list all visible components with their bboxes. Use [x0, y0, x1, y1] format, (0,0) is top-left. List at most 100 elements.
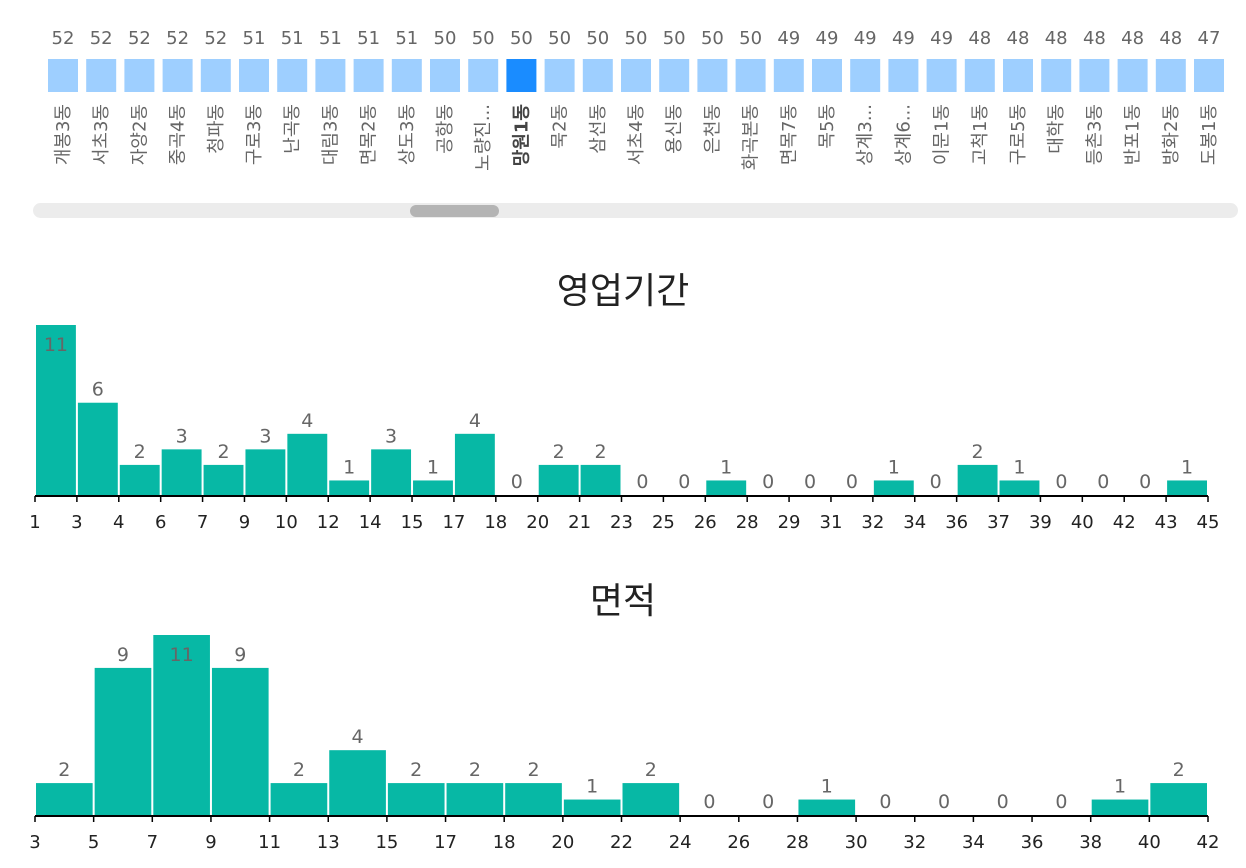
dong-name-label[interactable]: 개봉3동: [53, 104, 74, 165]
histogram-bar[interactable]: [329, 480, 370, 496]
histogram-bar[interactable]: [798, 799, 856, 816]
dong-bar[interactable]: [773, 59, 804, 92]
histogram-bar[interactable]: [454, 433, 495, 496]
dong-name-label[interactable]: 대림3동: [320, 104, 341, 165]
histogram-bar[interactable]: [329, 750, 386, 816]
dong-bar[interactable]: [544, 59, 575, 92]
bar-count-label: 0: [762, 791, 774, 813]
dong-value-label: 51: [243, 28, 266, 49]
horizontal-scrollbar[interactable]: [33, 203, 1238, 218]
dong-bar[interactable]: [812, 59, 842, 92]
dong-bar[interactable]: [239, 59, 269, 92]
histogram-bar[interactable]: [203, 464, 244, 496]
dong-name-label[interactable]: 청파동: [206, 104, 227, 154]
dong-bar[interactable]: [582, 59, 613, 92]
dong-bar[interactable]: [468, 59, 499, 92]
dong-bar[interactable]: [124, 59, 155, 92]
dong-bar[interactable]: [697, 59, 728, 92]
dong-bar[interactable]: [277, 59, 308, 92]
histogram-bar[interactable]: [957, 464, 998, 496]
dong-bar[interactable]: [430, 59, 460, 92]
dong-bar[interactable]: [48, 59, 78, 92]
dong-name-label[interactable]: 묵2동: [550, 104, 571, 149]
dong-bar[interactable]: [659, 59, 690, 92]
dong-bar[interactable]: [926, 59, 957, 92]
histogram-bar[interactable]: [387, 783, 445, 816]
dong-bar[interactable]: [1041, 59, 1072, 92]
histogram-bar[interactable]: [371, 449, 412, 496]
histogram-bar[interactable]: [538, 464, 579, 496]
dong-name-label[interactable]: 화곡본동: [741, 104, 762, 170]
histogram-bar[interactable]: [563, 799, 621, 816]
histogram-bar[interactable]: [94, 667, 152, 816]
dong-bar[interactable]: [621, 59, 651, 92]
dong-name-label[interactable]: 목5동: [817, 104, 838, 149]
dong-bar[interactable]: [735, 59, 766, 92]
histogram-bar[interactable]: [1150, 783, 1207, 816]
histogram-bar[interactable]: [1167, 480, 1207, 496]
dong-name-label[interactable]: 구로5동: [1008, 104, 1029, 165]
dong-name-label[interactable]: 대학동: [1046, 104, 1067, 154]
bar-count-label: 0: [1097, 471, 1109, 493]
dong-name-label[interactable]: 망원1동: [511, 104, 532, 166]
histogram-bar[interactable]: [245, 449, 286, 496]
dong-name-label[interactable]: 도봉1동: [1199, 104, 1220, 165]
dong-bar[interactable]: [353, 59, 384, 92]
dong-name-label[interactable]: 고척1동: [970, 104, 991, 165]
histogram-bar[interactable]: [270, 783, 328, 816]
dong-bar[interactable]: [964, 59, 995, 92]
dong-bar[interactable]: [506, 59, 537, 92]
dong-bar[interactable]: [1194, 59, 1224, 92]
dong-name-label[interactable]: 서초4동: [626, 104, 647, 165]
dong-name-label[interactable]: 난곡동: [282, 104, 303, 154]
dong-bar[interactable]: [1155, 59, 1186, 92]
histogram-bar[interactable]: [211, 667, 269, 816]
dong-bar[interactable]: [162, 59, 193, 92]
dong-name-label[interactable]: 이문1동: [932, 104, 953, 165]
dong-name-label[interactable]: 상계3...: [855, 104, 876, 166]
histogram-bar[interactable]: [706, 480, 747, 496]
histogram-bar[interactable]: [622, 783, 680, 816]
dong-name-label[interactable]: 삼선동: [588, 104, 609, 154]
histogram-bar[interactable]: [505, 783, 562, 816]
x-tick-label: 29: [778, 512, 801, 533]
histogram-bar[interactable]: [580, 464, 621, 496]
dong-name-label[interactable]: 중곡4동: [168, 104, 189, 165]
dong-name-label[interactable]: 은천동: [702, 104, 723, 154]
histogram-bar[interactable]: [999, 480, 1040, 496]
histogram-bar[interactable]: [873, 480, 914, 496]
dong-name-label[interactable]: 상도3동: [397, 104, 418, 165]
dong-name-label[interactable]: 구로3동: [244, 104, 265, 165]
dong-bar[interactable]: [888, 59, 919, 92]
dong-name-label[interactable]: 노량진...: [473, 104, 494, 171]
dong-bar[interactable]: [200, 59, 231, 92]
dong-name-label[interactable]: 서초3동: [91, 104, 112, 165]
histogram-bar[interactable]: [119, 464, 160, 496]
dong-bar[interactable]: [1079, 59, 1110, 92]
histogram-bar[interactable]: [1091, 799, 1149, 816]
histogram-bar[interactable]: [446, 783, 504, 816]
dong-name-label[interactable]: 반포1동: [1123, 104, 1144, 165]
dong-name-label[interactable]: 용신동: [664, 104, 685, 154]
histogram-bar[interactable]: [153, 635, 210, 816]
dong-bar[interactable]: [391, 59, 422, 92]
scrollbar-thumb[interactable]: [410, 205, 499, 217]
dong-bar[interactable]: [315, 59, 346, 92]
dong-name-label[interactable]: 상계6...: [893, 104, 914, 166]
dong-bar[interactable]: [1003, 59, 1033, 92]
histogram-bar[interactable]: [413, 480, 453, 496]
histogram-bar[interactable]: [161, 449, 202, 496]
histogram-bar[interactable]: [77, 402, 118, 496]
dong-name-label[interactable]: 공항동: [435, 104, 456, 154]
dong-bar[interactable]: [86, 59, 117, 92]
histogram-bar[interactable]: [36, 783, 93, 816]
dong-name-label[interactable]: 자양2동: [129, 104, 150, 165]
histogram-bar[interactable]: [287, 433, 328, 496]
dong-name-label[interactable]: 면목2동: [359, 104, 380, 165]
dong-name-label[interactable]: 등촌3동: [1084, 104, 1105, 165]
dong-bar[interactable]: [1117, 59, 1148, 92]
dong-name-label[interactable]: 방화2동: [1161, 104, 1182, 165]
dong-bar[interactable]: [850, 59, 881, 92]
dong-name-label[interactable]: 면목7동: [779, 104, 800, 165]
histogram-bar[interactable]: [36, 325, 76, 496]
